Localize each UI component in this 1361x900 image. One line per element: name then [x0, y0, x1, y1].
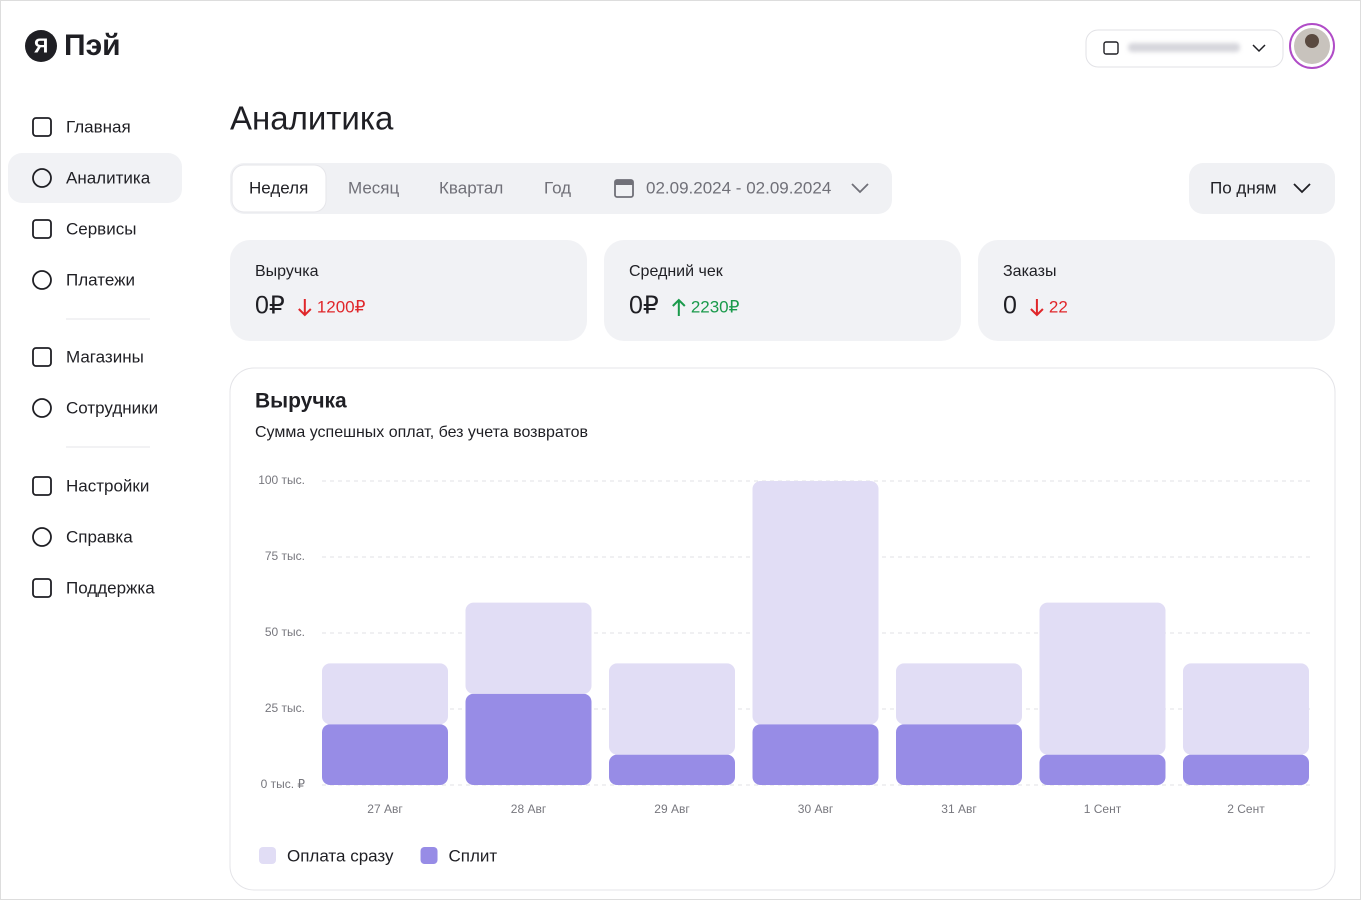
bar-segment	[752, 481, 879, 725]
kpi-change: 1200₽	[317, 297, 366, 316]
x-tick-label: 28 Авг	[511, 802, 547, 816]
period-tab[interactable]: Год	[544, 178, 571, 197]
x-tick-label: 30 Авг	[798, 802, 834, 816]
nav-icon	[32, 219, 52, 239]
kpi-card	[230, 240, 587, 341]
y-tick-label: 25 тыс.	[265, 701, 305, 715]
nav-icon	[32, 168, 52, 188]
kpi-card	[978, 240, 1335, 341]
period-tab[interactable]: Месяц	[348, 178, 400, 197]
kpi-label: Выручка	[255, 263, 319, 280]
kpi-value: 0₽	[629, 292, 659, 320]
legend-swatch	[420, 847, 438, 864]
bar-segment	[1039, 602, 1166, 755]
kpi-value: 0	[1003, 292, 1017, 320]
nav-icon	[32, 398, 52, 418]
logo-mark: Я	[34, 35, 48, 57]
grouping-label: По дням	[1210, 178, 1277, 197]
grouping-select[interactable]	[1189, 163, 1335, 214]
y-tick-label: 100 тыс.	[258, 473, 305, 487]
avatar-head	[1305, 34, 1319, 48]
page-title: Аналитика	[230, 100, 394, 137]
bar-segment	[1183, 754, 1309, 785]
y-tick-label: 0 тыс. ₽	[261, 777, 306, 791]
nav-item[interactable]: Сотрудники	[66, 398, 158, 417]
chart-title: Выручка	[255, 390, 347, 413]
period-tab[interactable]: Неделя	[249, 178, 308, 197]
x-tick-label: 31 Авг	[941, 802, 977, 816]
bar-segment	[609, 663, 735, 755]
chevron	[1293, 183, 1311, 194]
kpi-label: Заказы	[1003, 263, 1056, 280]
nav-item[interactable]: Справка	[66, 527, 133, 546]
nav-icon	[32, 476, 52, 496]
x-tick-label: 1 Сент	[1084, 802, 1122, 816]
y-tick-label: 50 тыс.	[265, 625, 305, 639]
legend-swatch	[259, 847, 276, 864]
kpi-card	[604, 240, 961, 341]
nav-item[interactable]: Главная	[66, 117, 131, 136]
x-tick-label: 29 Авг	[654, 802, 690, 816]
tabs-bar	[230, 163, 892, 214]
bar-segment	[465, 693, 592, 785]
bar-segment	[609, 754, 735, 785]
chart-subtitle: Сумма успешных оплат, без учета возврато…	[255, 424, 588, 441]
nav-icon	[32, 527, 52, 547]
kpi-trend-arrow	[672, 298, 686, 316]
nav-icon	[32, 578, 52, 598]
nav-item[interactable]: Аналитика	[66, 168, 151, 187]
nav-item[interactable]: Платежи	[66, 270, 135, 289]
bar-segment	[322, 663, 448, 725]
nav-item[interactable]: Сервисы	[66, 219, 136, 238]
bar-segment	[1183, 663, 1309, 755]
kpi-change: 2230₽	[691, 297, 740, 316]
nav-active-bg	[8, 153, 182, 203]
x-tick-label: 2 Сент	[1227, 802, 1265, 816]
legend-label: Оплата сразу	[287, 846, 394, 865]
kpi-label: Средний чек	[629, 263, 724, 280]
bar-segment	[465, 602, 592, 694]
nav-icon	[32, 347, 52, 367]
bar-segment	[896, 663, 1022, 725]
date-range[interactable]: 02.09.2024 - 02.09.2024	[646, 178, 831, 197]
bar-segment	[1039, 754, 1166, 785]
tab-active-bg	[231, 164, 327, 213]
org-name-blurred	[1128, 43, 1240, 52]
kpi-trend-arrow	[1030, 299, 1044, 317]
kpi-trend-arrow	[298, 299, 312, 317]
org-icon	[1103, 41, 1119, 55]
chevron	[851, 183, 869, 194]
bar-segment	[896, 724, 1022, 785]
bar-segment	[322, 724, 448, 785]
legend-label: Сплит	[449, 846, 498, 865]
nav-icon	[32, 270, 52, 290]
bar-segment	[752, 724, 879, 785]
kpi-value: 0₽	[255, 292, 285, 320]
nav-item[interactable]: Поддержка	[66, 578, 155, 597]
logo-name: Пэй	[64, 29, 121, 62]
calendar-icon-top	[615, 180, 633, 185]
nav-item[interactable]: Настройки	[66, 476, 149, 495]
kpi-change: 22	[1049, 297, 1068, 316]
nav-item[interactable]: Магазины	[66, 347, 144, 366]
period-tab[interactable]: Квартал	[439, 178, 503, 197]
x-tick-label: 27 Авг	[367, 802, 403, 816]
chevron	[1252, 44, 1266, 53]
y-tick-label: 75 тыс.	[265, 549, 305, 563]
nav-icon	[32, 117, 52, 137]
logo-badge	[25, 30, 57, 62]
